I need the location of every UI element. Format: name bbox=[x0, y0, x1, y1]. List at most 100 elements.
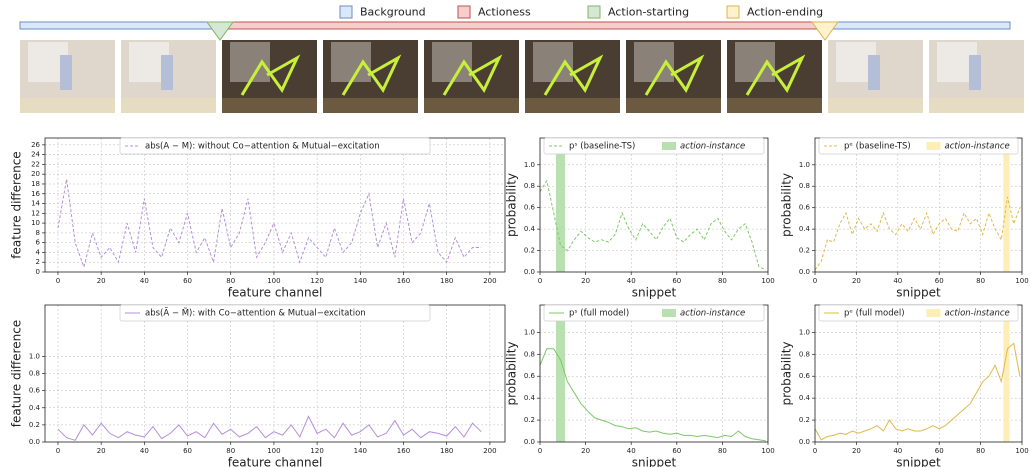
y-tick-label: 14 bbox=[31, 200, 40, 208]
x-axis-label: feature channel bbox=[228, 456, 323, 467]
x-tick-label: 60 bbox=[935, 277, 944, 285]
legend-swatch bbox=[662, 309, 676, 317]
y-tick-label: 0 bbox=[36, 268, 40, 276]
x-tick-label: 60 bbox=[183, 277, 192, 285]
legend-label: pᵉ (baseline-TS) bbox=[844, 142, 911, 152]
x-tick-label: 40 bbox=[627, 447, 636, 455]
y-axis-label: feature difference bbox=[10, 320, 24, 427]
frame-floor bbox=[525, 98, 620, 113]
chart: 0.00.20.40.60.81.0020406080100snippetpro… bbox=[505, 138, 775, 300]
x-tick-label: 200 bbox=[483, 447, 496, 455]
frame-person bbox=[161, 55, 173, 90]
y-tick-label: 12 bbox=[31, 209, 40, 217]
plot-area bbox=[45, 138, 505, 272]
y-tick-label: 18 bbox=[31, 180, 40, 188]
y-axis-label: probability bbox=[780, 341, 794, 405]
video-frame bbox=[525, 40, 620, 113]
y-tick-label: 1.0 bbox=[524, 328, 535, 336]
x-tick-label: 100 bbox=[267, 447, 280, 455]
frame-wall bbox=[533, 42, 573, 82]
x-tick-label: 80 bbox=[718, 277, 727, 285]
frame-floor bbox=[929, 98, 1024, 113]
x-tick-label: 160 bbox=[397, 277, 410, 285]
y-tick-label: 26 bbox=[31, 141, 40, 149]
x-tick-label: 120 bbox=[310, 277, 323, 285]
y-tick-label: 16 bbox=[31, 190, 40, 198]
frame-person bbox=[868, 55, 880, 90]
x-axis-label: snippet bbox=[632, 286, 677, 300]
y-axis-label: probability bbox=[505, 173, 519, 237]
x-tick-label: 120 bbox=[310, 447, 323, 455]
y-tick-label: 10 bbox=[31, 219, 40, 227]
legend-label: action-instance bbox=[680, 309, 745, 319]
x-tick-label: 60 bbox=[672, 447, 681, 455]
end-marker bbox=[812, 22, 838, 40]
y-tick-label: 22 bbox=[31, 160, 40, 168]
video-frame bbox=[121, 40, 216, 113]
x-tick-label: 60 bbox=[935, 447, 944, 455]
y-tick-label: 0.8 bbox=[524, 350, 535, 358]
legend-label: action-instance bbox=[945, 309, 1010, 319]
legend-label: pˢ (baseline-TS) bbox=[569, 142, 635, 152]
y-tick-label: 0.2 bbox=[799, 247, 810, 255]
video-frame bbox=[727, 40, 822, 113]
frame-person bbox=[60, 55, 72, 90]
chart: 0.00.20.40.60.81.0020406080100snippetpro… bbox=[780, 305, 1029, 467]
x-tick-label: 40 bbox=[140, 277, 149, 285]
plot-area bbox=[540, 305, 768, 442]
y-tick-label: 0.4 bbox=[799, 394, 811, 402]
x-tick-label: 80 bbox=[976, 447, 985, 455]
legend-label: Background bbox=[360, 6, 426, 19]
x-tick-label: 20 bbox=[97, 447, 106, 455]
y-tick-label: 0.8 bbox=[799, 350, 810, 358]
frame-wall bbox=[634, 42, 674, 82]
x-tick-label: 80 bbox=[226, 447, 235, 455]
legend-swatch bbox=[588, 6, 600, 18]
action-instance bbox=[556, 305, 565, 442]
y-tick-label: 0.6 bbox=[799, 372, 811, 380]
x-tick-label: 60 bbox=[183, 447, 192, 455]
y-tick-label: 0.8 bbox=[29, 370, 40, 378]
y-tick-label: 0.6 bbox=[29, 387, 41, 395]
x-axis-label: snippet bbox=[632, 456, 677, 467]
x-tick-label: 0 bbox=[538, 277, 542, 285]
frame-floor bbox=[222, 98, 317, 113]
legend-label: action-instance bbox=[680, 142, 745, 152]
x-tick-label: 140 bbox=[354, 277, 367, 285]
timeline-actioness bbox=[222, 22, 825, 29]
y-tick-label: 1.0 bbox=[524, 161, 535, 169]
y-tick-label: 2 bbox=[36, 258, 40, 266]
y-tick-label: 0.2 bbox=[524, 416, 535, 424]
y-tick-label: 1.0 bbox=[799, 328, 810, 336]
frame-wall bbox=[230, 42, 270, 82]
legend-label: pˢ (full model) bbox=[569, 309, 629, 319]
y-tick-label: 0.4 bbox=[799, 225, 811, 233]
x-tick-label: 0 bbox=[538, 447, 542, 455]
x-tick-label: 100 bbox=[761, 277, 774, 285]
video-frame bbox=[323, 40, 418, 113]
x-tick-label: 80 bbox=[226, 277, 235, 285]
x-tick-label: 0 bbox=[56, 277, 60, 285]
frame-wall bbox=[432, 42, 472, 82]
y-tick-label: 4 bbox=[36, 248, 41, 256]
y-tick-label: 0.6 bbox=[524, 204, 536, 212]
action-instance bbox=[1003, 305, 1009, 442]
action-instance bbox=[1003, 138, 1009, 272]
chart: 0.00.20.40.60.81.00204060801001201401601… bbox=[10, 305, 506, 467]
legend-swatch bbox=[927, 309, 941, 317]
x-tick-label: 20 bbox=[852, 447, 861, 455]
plot-area bbox=[815, 138, 1022, 272]
frame-floor bbox=[20, 98, 115, 113]
x-tick-label: 100 bbox=[1015, 447, 1028, 455]
x-tick-label: 20 bbox=[852, 277, 861, 285]
x-tick-label: 60 bbox=[672, 277, 681, 285]
legend-label: action-instance bbox=[945, 142, 1010, 152]
frame-person bbox=[969, 55, 981, 90]
y-axis-label: probability bbox=[780, 173, 794, 237]
x-tick-label: 40 bbox=[893, 277, 902, 285]
legend-label: abs(A − M): without Co−attention & Mutua… bbox=[145, 142, 380, 152]
legend-label: Action-starting bbox=[608, 6, 689, 19]
action-instance bbox=[556, 138, 565, 272]
